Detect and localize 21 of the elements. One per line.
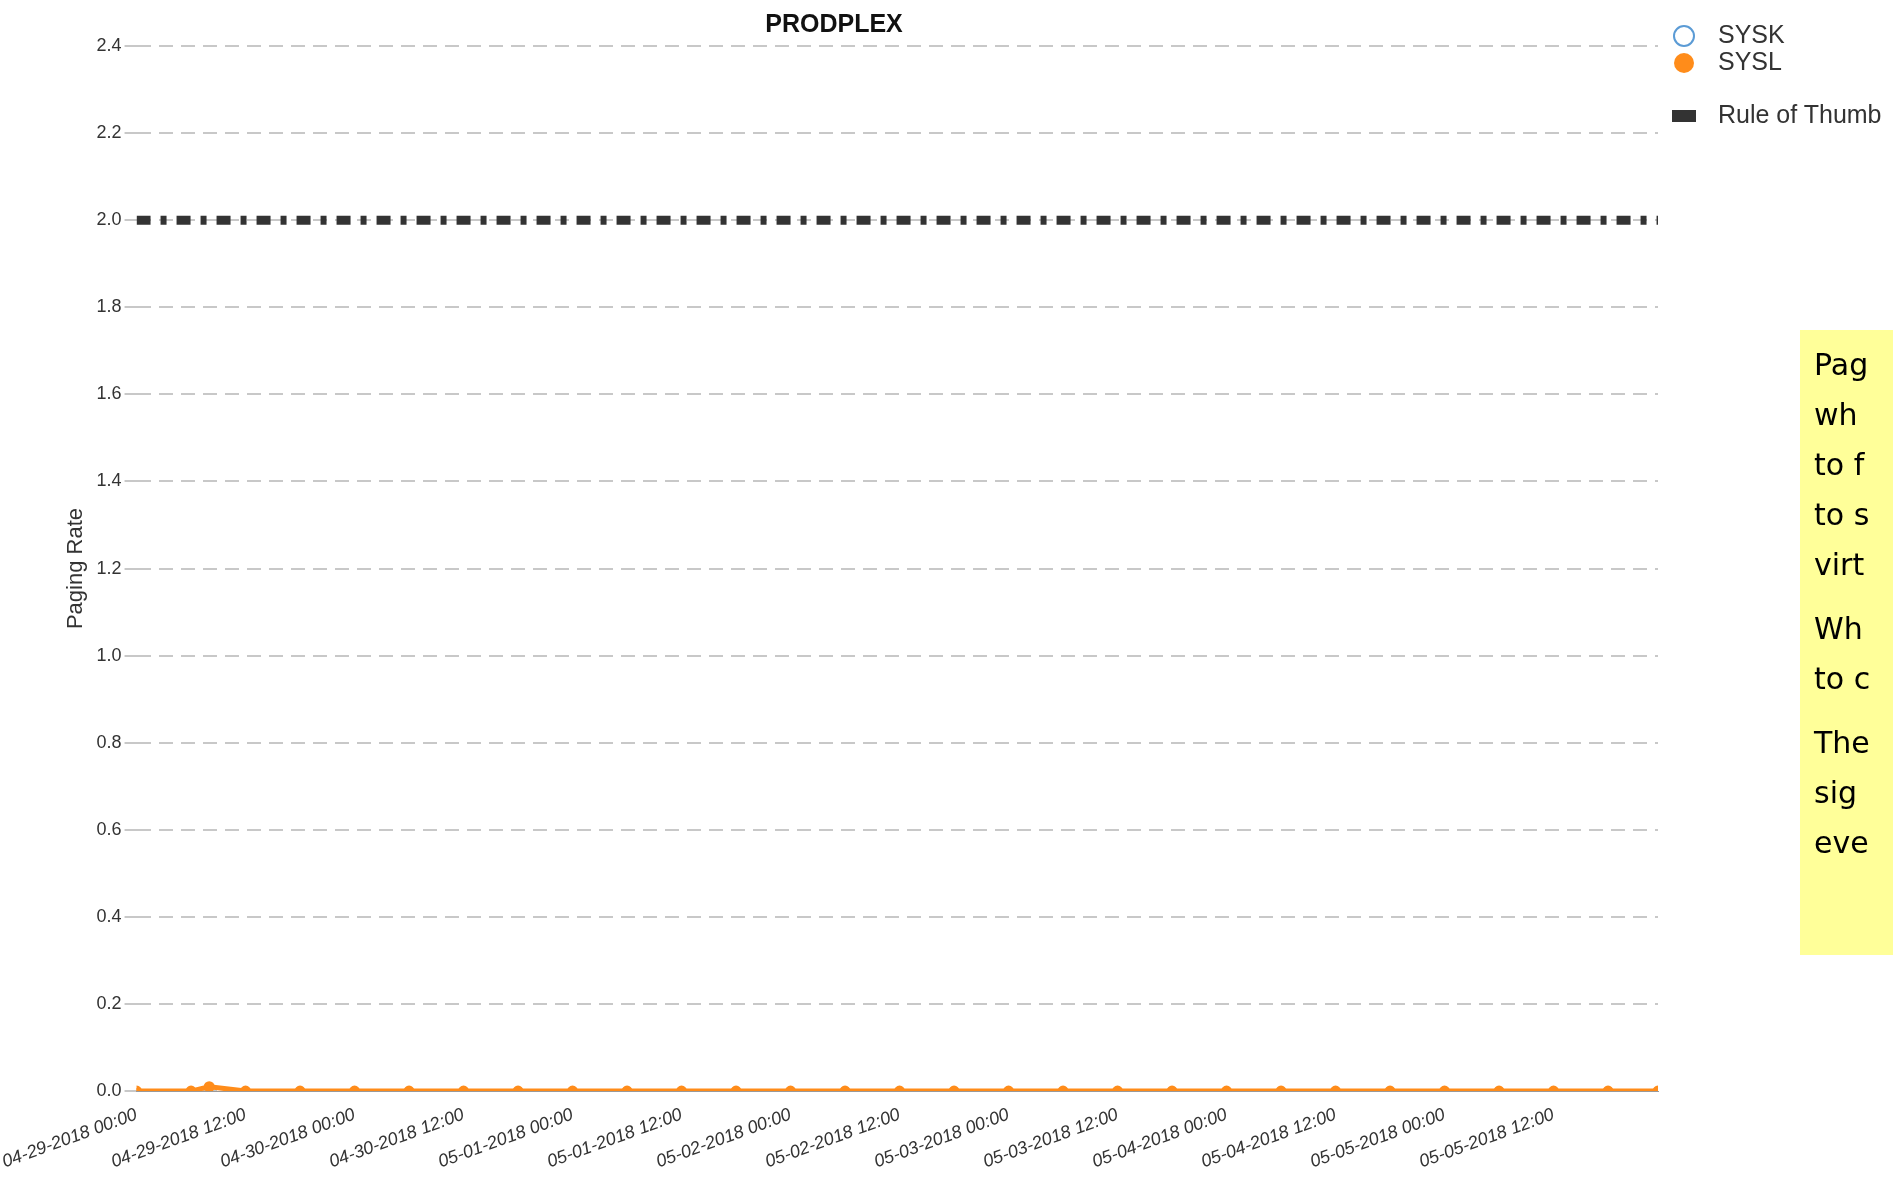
y-tick-label: 0.8: [96, 731, 122, 752]
y-tick-label: 1.2: [96, 557, 122, 578]
y-tick-label: 0.0: [96, 1080, 122, 1101]
y-tick-label: 2.4: [96, 34, 122, 55]
legend-label: Rule of Thumb: [1718, 99, 1882, 128]
y-axis-title: Paging Rate: [62, 508, 88, 630]
y-tick-label: 1.4: [96, 470, 122, 491]
y-tick-label: 0.4: [96, 905, 122, 926]
legend-label: SYSL: [1718, 46, 1783, 75]
legend-label: SYSK: [1718, 19, 1786, 48]
y-tick-label: 2.0: [96, 209, 122, 230]
y-tick-label: 1.8: [96, 296, 122, 317]
text: Wh to c: [1814, 610, 1872, 698]
y-tick-label: 0.2: [96, 992, 122, 1013]
chart-title: PRODPLEX: [765, 8, 904, 37]
text: The sig eve: [1814, 724, 1871, 862]
text: Pag wh to f to s virt: [1814, 346, 1871, 584]
y-tick-label: 2.2: [96, 122, 122, 143]
y-tick-label: 0.6: [96, 818, 122, 839]
y-tick-label: 1.6: [96, 383, 122, 404]
y-tick-label: 1.0: [96, 644, 122, 665]
